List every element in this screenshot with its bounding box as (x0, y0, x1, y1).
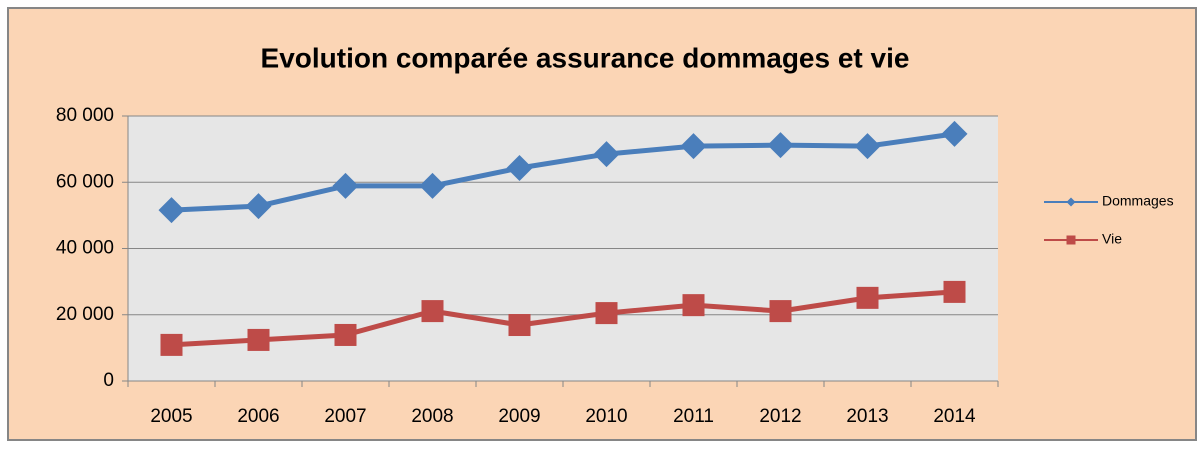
marker (334, 323, 357, 346)
legend-label: Dommages (1102, 193, 1174, 209)
marker (421, 300, 444, 323)
marker (1066, 235, 1076, 245)
marker (682, 294, 705, 317)
marker (245, 193, 272, 220)
x-tick-label: 2013 (846, 406, 888, 427)
y-tick-label: 20 000 (56, 304, 114, 325)
x-tick-label: 2012 (759, 406, 801, 427)
x-tick-label: 2011 (673, 406, 714, 427)
y-tick-label: 40 000 (56, 238, 114, 259)
x-tick-label: 2009 (498, 406, 540, 427)
marker (1066, 197, 1076, 207)
marker (247, 328, 270, 351)
legend-label: Vie (1102, 231, 1122, 247)
chart-title: Evolution comparée assurance dommages et… (261, 42, 910, 73)
y-tick-label: 80 000 (56, 105, 114, 126)
marker (419, 172, 446, 199)
marker (769, 300, 792, 323)
marker (943, 280, 966, 303)
marker (506, 155, 533, 182)
series-line (171, 131, 955, 213)
marker (941, 120, 968, 147)
marker (680, 133, 707, 160)
marker (595, 302, 618, 325)
x-tick-label: 2006 (237, 406, 279, 427)
marker (158, 197, 185, 224)
x-tick-label: 2005 (150, 406, 192, 427)
x-tick-label: 2010 (585, 406, 627, 427)
y-tick-label: 0 (103, 370, 114, 391)
marker (854, 133, 881, 160)
y-tick-label: 60 000 (56, 171, 114, 192)
marker (593, 141, 620, 168)
marker (332, 172, 359, 199)
x-tick-label: 2007 (324, 406, 366, 427)
x-tick-label: 2014 (933, 406, 976, 427)
marker (508, 314, 531, 337)
x-tick-label: 2008 (411, 406, 453, 427)
marker (160, 333, 183, 356)
series-line (171, 289, 955, 348)
marker (856, 286, 879, 309)
marker (767, 132, 794, 159)
